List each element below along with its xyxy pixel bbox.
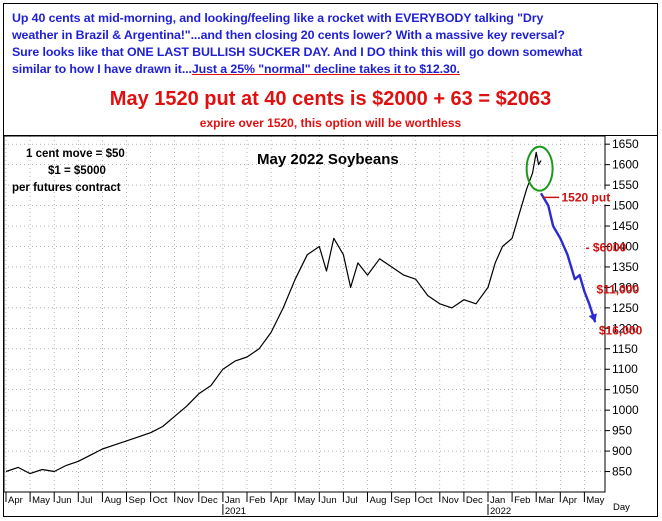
x-month-label: Sep: [394, 495, 411, 506]
y-tick-label: 1300: [612, 280, 639, 294]
x-month-label: Nov: [442, 495, 459, 506]
year-label: 2022: [490, 506, 511, 516]
profit-annotation: $11,000: [596, 282, 639, 296]
profit-annotation: $16,000: [599, 323, 643, 337]
info-line-3: per futures contract: [12, 182, 121, 194]
y-tick-label: 1200: [612, 321, 639, 335]
price-series-line: [5, 151, 542, 475]
y-tick-label: 1550: [612, 178, 639, 192]
x-month-label: Dec: [466, 495, 483, 506]
x-month-label: Aug: [370, 495, 387, 506]
expire-note: expire over 1520, this option will be wo…: [199, 116, 462, 130]
projection-arrowhead: [588, 313, 597, 323]
x-month-label: Feb: [514, 495, 530, 506]
x-month-label: Aug: [104, 495, 121, 506]
x-month-label: Nov: [177, 495, 194, 506]
y-tick-label: 950: [612, 424, 632, 438]
x-month-label: Mar: [538, 495, 554, 506]
x-month-label: Feb: [249, 495, 265, 506]
info-line-1: 1 cent move = $50: [26, 148, 125, 160]
x-month-label: May: [297, 495, 315, 506]
y-tick-label: 1650: [612, 137, 639, 151]
y-tick-label: 1100: [612, 362, 638, 376]
x-axis-label: Day: [613, 502, 630, 513]
x-axis-ticks: Apr May Jun Jul Aug Sep Oct Nov Dec Jan Feb Apr May J…: [5, 492, 605, 516]
y-tick-label: 1350: [612, 260, 639, 274]
x-month-label: Oct: [418, 495, 433, 506]
put-label-backing: [559, 189, 616, 205]
commentary-line-3: Sure looks like that ONE LAST BULLISH SU…: [12, 45, 583, 59]
x-month-label: May: [586, 495, 604, 506]
reversal-circle: [525, 145, 554, 192]
y-tick-label: 1450: [612, 219, 639, 233]
commentary-header: Up 40 cents at mid-morning, and looking/…: [4, 4, 657, 136]
y-tick-label: 1250: [612, 301, 639, 315]
y-tick-label: 1600: [612, 158, 639, 172]
x-month-label: May: [32, 495, 50, 506]
commentary-line-2: weather in Brazil & Argentina!"...and th…: [12, 28, 565, 42]
x-month-label: Jun: [321, 495, 336, 506]
y-tick-label: 1000: [612, 403, 639, 417]
put-strike-label: 1520 put: [562, 190, 611, 204]
x-month-label: Apr: [8, 495, 23, 506]
x-month-label: Jan: [225, 495, 240, 506]
put-option-headline: May 1520 put at 40 cents is $2000 + 63 =…: [109, 88, 552, 110]
y-tick-label: 1050: [612, 383, 639, 397]
y-tick-label: 1500: [612, 199, 639, 213]
x-month-label: Apr: [273, 495, 288, 506]
x-month-label: Dec: [201, 495, 218, 506]
x-month-label: Jan: [490, 495, 505, 506]
info-line-2: $1 = $5000: [48, 165, 106, 177]
x-month-label: Oct: [153, 495, 168, 506]
x-month-label: Jul: [80, 495, 92, 506]
y-tick-label: 1400: [612, 239, 639, 253]
overlay-layer: 1520 put - $6000 $11,000 $16,000: [525, 145, 643, 337]
y-axis-ticks: 850 900 950 1000 1050 1100 1150 1200 1250 1300 135…: [605, 137, 639, 479]
series-layer: [5, 151, 597, 475]
page-frame: Up 40 cents at mid-morning, and looking/…: [3, 3, 658, 517]
chart-title: May 2022 Soybeans: [257, 151, 399, 168]
x-month-label: Apr: [562, 495, 577, 506]
decline-target-text: Just a 25% "normal" decline takes it to …: [191, 62, 460, 76]
soybean-price-chart: 850 900 950 1000 1050 1100 1150 1200 1250 1300 135…: [4, 136, 643, 516]
y-tick-label: 1150: [612, 342, 638, 356]
y-tick-label: 850: [612, 465, 632, 479]
projection-line: [539, 192, 597, 323]
x-month-label: Jun: [56, 495, 71, 506]
commentary-line-4: similar to how I have drawn it...Just a …: [12, 62, 460, 76]
commentary-line-1: Up 40 cents at mid-morning, and looking/…: [12, 11, 544, 25]
chart-grid: [4, 136, 605, 492]
commentary-line-4-prefix: similar to how I have drawn it...: [12, 62, 192, 76]
year-label: 2021: [225, 506, 246, 516]
profit-annotation: - $6000: [586, 240, 627, 254]
y-tick-label: 900: [612, 444, 632, 458]
x-month-label: Sep: [129, 495, 146, 506]
x-month-label: Jul: [345, 495, 357, 506]
